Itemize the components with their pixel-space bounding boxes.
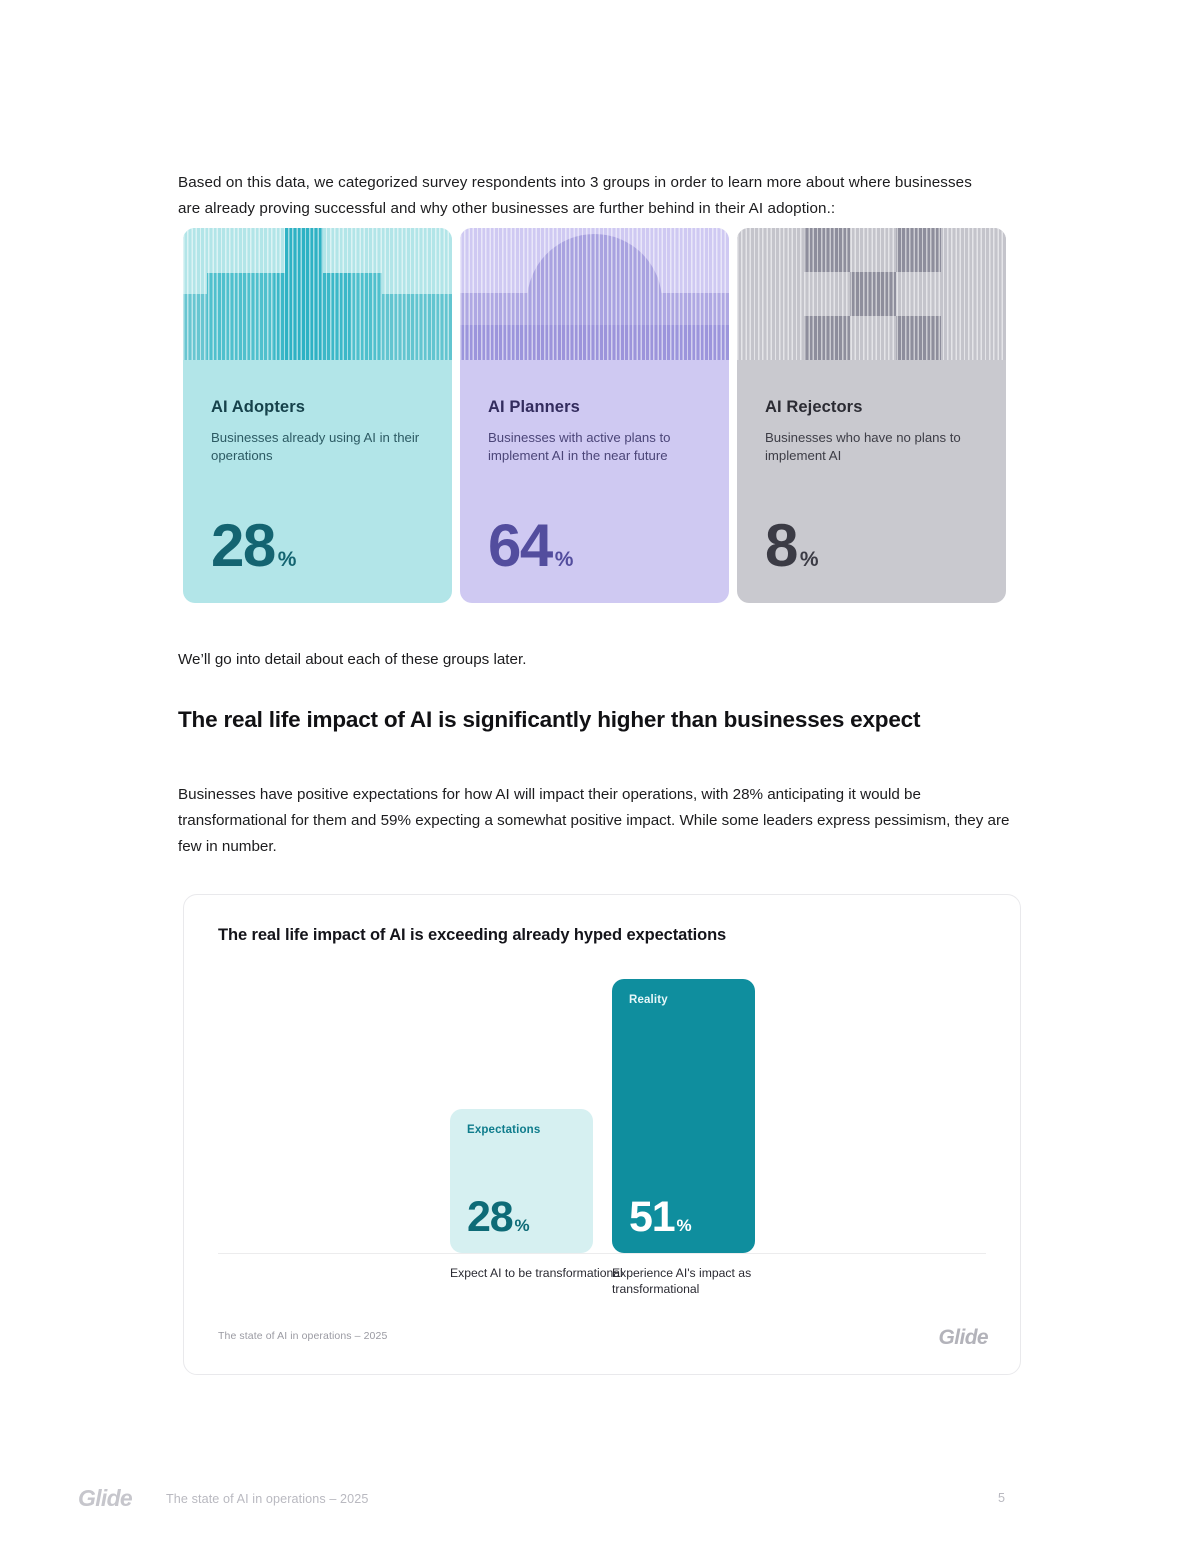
bar-value-number: 51 bbox=[629, 1193, 676, 1242]
bar-value: 28% bbox=[467, 1193, 530, 1242]
bar-series-label: Expectations bbox=[467, 1124, 541, 1136]
card-artwork-stepped-histogram bbox=[183, 228, 452, 360]
category-label-reality: Experience AI's impact as transformation… bbox=[612, 1266, 752, 1296]
card-stat-unit: % bbox=[799, 547, 819, 571]
group-card-ai-rejectors[interactable]: AI Rejectors Businesses who have no plan… bbox=[737, 228, 1006, 603]
chart-card: The real life impact of AI is exceeding … bbox=[183, 894, 1021, 1375]
body-paragraph: Businesses have positive expectations fo… bbox=[178, 786, 1010, 855]
bar-value-unit: % bbox=[514, 1216, 530, 1236]
chart-brand-logo: Glide bbox=[938, 1326, 988, 1349]
bar-group-expectations[interactable]: Expectations 28% bbox=[450, 1109, 593, 1253]
card-description: Businesses already using AI in their ope… bbox=[211, 430, 420, 463]
card-stat: 28 % bbox=[211, 511, 297, 579]
bar-value-number: 28 bbox=[467, 1193, 514, 1242]
card-stat: 8 % bbox=[765, 511, 819, 579]
footer-brand-logo: Glide bbox=[78, 1485, 133, 1511]
category-label-expectations: Expect AI to be transformational bbox=[450, 1266, 623, 1280]
chart-baseline bbox=[218, 1253, 986, 1254]
intro-paragraph: Based on this data, we categorized surve… bbox=[178, 174, 972, 217]
chart-title: The real life impact of AI is exceeding … bbox=[218, 926, 727, 944]
card-title: AI Adopters bbox=[211, 398, 305, 416]
card-stat-value: 8 bbox=[765, 511, 798, 579]
group-cards: AI Adopters Businesses already using AI … bbox=[183, 228, 1008, 603]
card-stat: 64 % bbox=[488, 511, 574, 579]
group-card-ai-planners[interactable]: AI Planners Businesses with active plans… bbox=[460, 228, 729, 603]
card-description: Businesses who have no plans to implemen… bbox=[765, 430, 961, 463]
chart-source: The state of AI in operations – 2025 bbox=[218, 1330, 388, 1342]
bar-reality[interactable]: Reality 51% bbox=[612, 979, 755, 1253]
bar-series-label: Reality bbox=[629, 994, 668, 1006]
bar-value-unit: % bbox=[676, 1216, 692, 1236]
card-stat-unit: % bbox=[554, 547, 574, 571]
card-description: Businesses with active plans to implemen… bbox=[488, 430, 671, 463]
card-title: AI Planners bbox=[488, 398, 580, 416]
card-title: AI Rejectors bbox=[765, 398, 863, 416]
bar-value: 51% bbox=[629, 1193, 692, 1242]
card-artwork-dome-bands bbox=[460, 228, 729, 360]
card-stat-value: 28 bbox=[211, 511, 276, 579]
card-stat-value: 64 bbox=[488, 511, 553, 579]
group-card-ai-adopters[interactable]: AI Adopters Businesses already using AI … bbox=[183, 228, 452, 603]
note-paragraph: We’ll go into detail about each of these… bbox=[178, 651, 527, 668]
card-artwork-checker-blocks bbox=[737, 228, 1006, 360]
bar-expectations[interactable]: Expectations 28% bbox=[450, 1109, 593, 1253]
footer-page-number: 5 bbox=[998, 1491, 1006, 1505]
bar-group-reality[interactable]: Reality 51% bbox=[612, 979, 755, 1253]
section-heading: The real life impact of AI is significan… bbox=[178, 707, 921, 732]
footer-document-title: The state of AI in operations – 2025 bbox=[166, 1492, 369, 1506]
card-stat-unit: % bbox=[277, 547, 297, 571]
